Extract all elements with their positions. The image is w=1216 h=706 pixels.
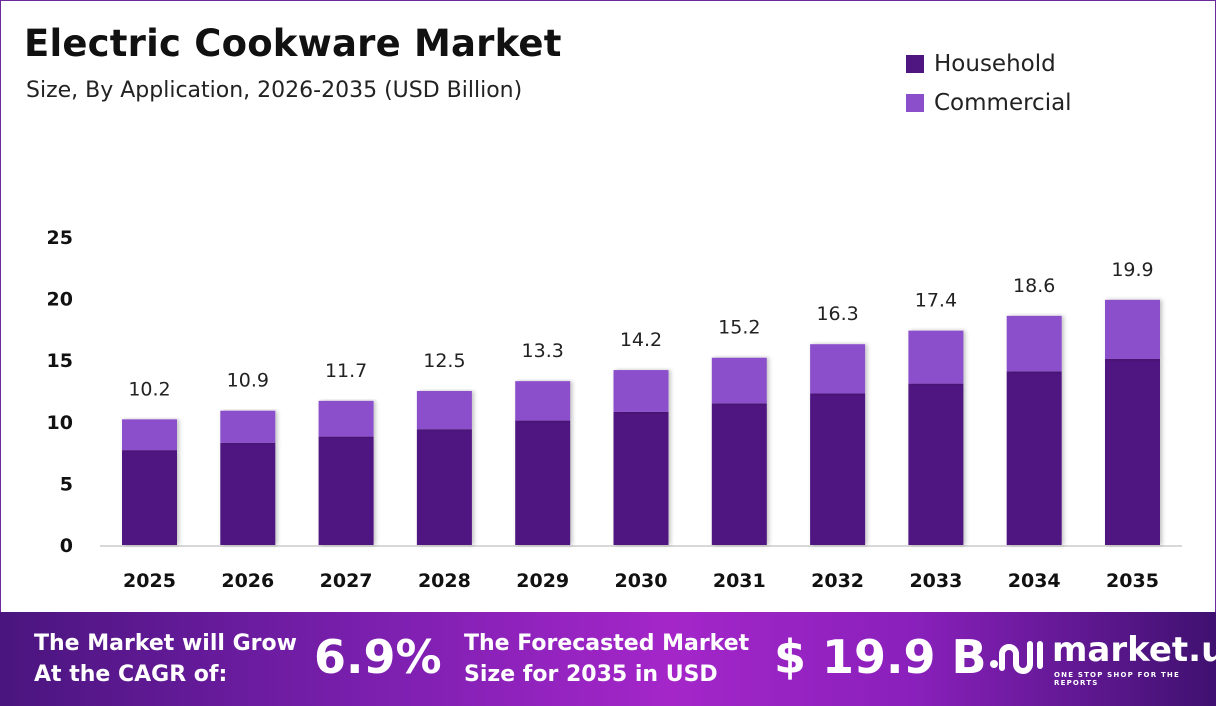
bar-household-2025 <box>122 450 177 545</box>
total-label: 16.3 <box>816 303 858 325</box>
bar-commercial-2031 <box>711 357 767 404</box>
bar-household-2033 <box>908 383 964 545</box>
cagr-label-line1: The Market will Grow <box>34 631 297 656</box>
market-us-logo-icon <box>990 641 1043 674</box>
x-tick-label: 2031 <box>713 570 766 592</box>
forecast-label-line2: Size for 2035 in USD <box>464 662 718 687</box>
bar-household-2026 <box>220 442 276 545</box>
x-tick-label: 2033 <box>909 570 962 592</box>
footer-banner: The Market will Grow At the CAGR of: 6.9… <box>0 612 1216 706</box>
bar-commercial-2033 <box>908 330 964 384</box>
bar-chart: 051015202510.2202510.9202611.7202712.520… <box>47 227 1182 592</box>
y-tick-label: 0 <box>60 535 73 557</box>
forecast-value: $ 19.9 B <box>774 630 987 684</box>
legend: Household Commercial <box>906 44 1072 122</box>
bar-commercial-2027 <box>318 400 374 437</box>
bar-commercial-2028 <box>416 391 472 430</box>
logo-name: market.us <box>1052 630 1216 670</box>
x-tick-label: 2035 <box>1106 570 1159 592</box>
x-tick-label: 2028 <box>418 570 471 592</box>
total-label: 19.9 <box>1111 259 1153 281</box>
x-tick-label: 2026 <box>221 570 274 592</box>
y-tick-label: 5 <box>60 473 73 495</box>
bar-commercial-2032 <box>810 344 866 394</box>
y-tick-label: 25 <box>47 227 73 249</box>
legend-label: Commercial <box>934 89 1072 116</box>
x-tick-label: 2029 <box>516 570 569 592</box>
x-tick-label: 2034 <box>1008 570 1061 592</box>
legend-swatch-household <box>906 54 924 73</box>
forecast-label-line1: The Forecasted Market <box>464 631 750 656</box>
total-label: 15.2 <box>718 317 760 339</box>
y-tick-label: 15 <box>47 350 73 372</box>
bar-commercial-2035 <box>1105 299 1160 359</box>
chart-subtitle: Size, By Application, 2026-2035 (USD Bil… <box>26 78 523 103</box>
bar-household-2027 <box>318 436 374 545</box>
total-label: 11.7 <box>325 360 367 382</box>
legend-item-commercial: Commercial <box>906 83 1072 122</box>
total-label: 18.6 <box>1013 275 1055 297</box>
chart-title: Electric Cookware Market <box>24 22 562 65</box>
bar-household-2029 <box>515 420 571 545</box>
bar-commercial-2026 <box>220 410 276 443</box>
cagr-value: 6.9% <box>314 630 442 684</box>
bar-household-2028 <box>416 429 472 545</box>
total-label: 13.3 <box>522 340 564 362</box>
total-label: 10.9 <box>227 370 269 392</box>
legend-label: Household <box>934 50 1056 77</box>
bar-household-2031 <box>711 403 767 545</box>
cagr-label: The Market will Grow At the CAGR of: <box>34 628 297 690</box>
bar-commercial-2029 <box>515 381 571 421</box>
x-tick-label: 2025 <box>123 570 176 592</box>
bar-commercial-2025 <box>122 419 177 451</box>
x-tick-label: 2032 <box>811 570 864 592</box>
forecast-label: The Forecasted Market Size for 2035 in U… <box>464 628 749 690</box>
bar-commercial-2030 <box>613 370 669 412</box>
legend-swatch-commercial <box>906 93 924 112</box>
bar-household-2035 <box>1105 358 1160 545</box>
total-label: 12.5 <box>423 350 465 372</box>
total-label: 10.2 <box>128 378 170 400</box>
y-tick-label: 20 <box>47 289 73 311</box>
bar-household-2030 <box>613 411 669 545</box>
bar-commercial-2034 <box>1006 315 1062 372</box>
logo-tagline: ONE STOP SHOP FOR THE REPORTS <box>1054 671 1180 687</box>
cagr-label-line2: At the CAGR of: <box>34 662 228 687</box>
x-tick-label: 2030 <box>615 570 668 592</box>
bar-household-2032 <box>810 393 866 545</box>
total-label: 14.2 <box>620 329 662 351</box>
bar-household-2034 <box>1006 371 1062 545</box>
legend-item-household: Household <box>906 44 1072 83</box>
x-tick-label: 2027 <box>320 570 373 592</box>
y-tick-label: 10 <box>47 412 73 434</box>
total-label: 17.4 <box>915 290 957 312</box>
